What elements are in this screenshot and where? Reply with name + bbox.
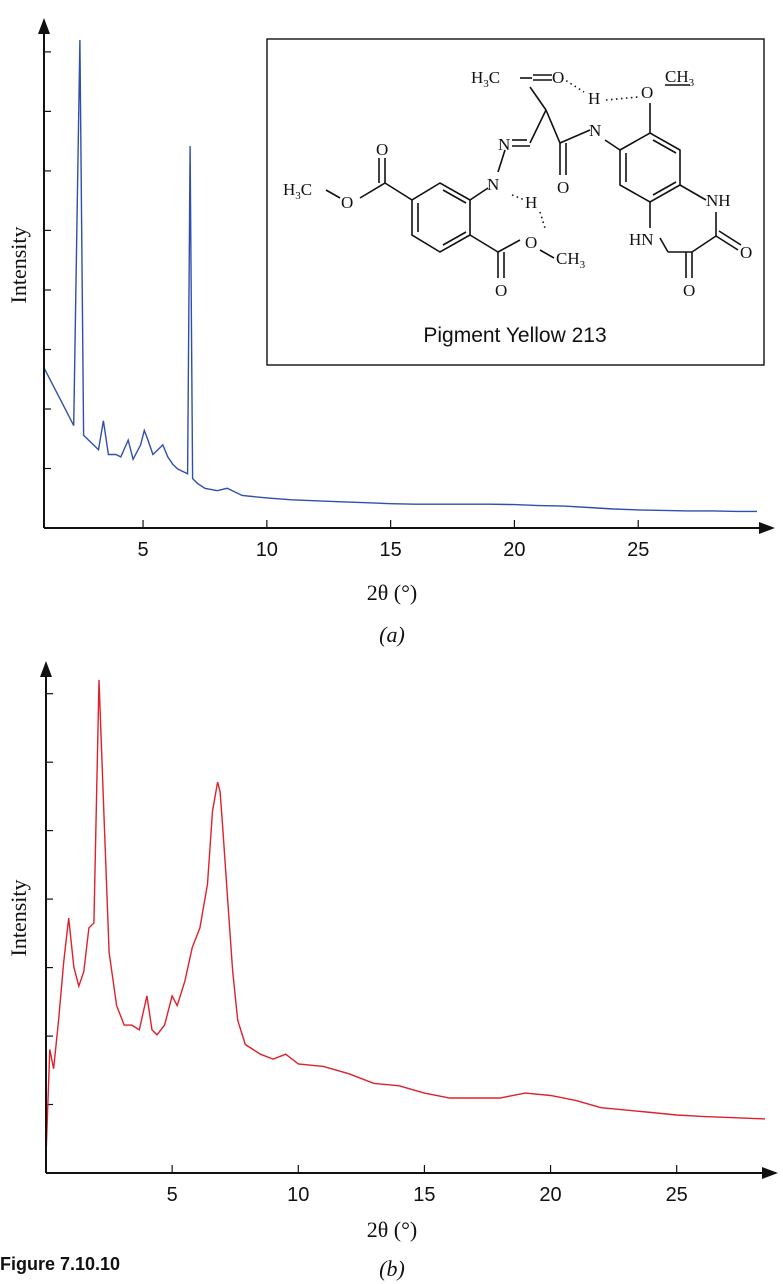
panel-a-x-ticks: 5 10 15 20 25 — [137, 520, 649, 561]
panel-b-x-tick-label: 15 — [413, 1184, 435, 1206]
label-o-methoxy: O — [641, 83, 653, 102]
panel-a-x-axis-title: 2θ (°) — [367, 580, 418, 605]
label-n-azo2: N — [487, 175, 499, 194]
panel-a-x-axis-arrow — [759, 522, 775, 534]
panel-a-y-ticks — [44, 51, 51, 470]
panel-a-x-tick-label: 25 — [627, 539, 649, 561]
label-h-top: H — [588, 89, 600, 108]
panel-b-y-ticks — [46, 693, 53, 1106]
inset-caption: Pigment Yellow 213 — [423, 324, 606, 347]
panel-b-x-axis-title: 2θ (°) — [367, 1217, 418, 1242]
label-o-ring2: O — [683, 281, 695, 300]
structure-inset: H3C O H O CH3 N N N H O O O H3C O O CH3 … — [266, 38, 765, 366]
panel-b-x-tick-label: 10 — [287, 1184, 309, 1206]
panel-a-y-axis-title: Intensity — [6, 227, 31, 304]
panel-a-x-tick-label: 20 — [503, 539, 525, 561]
panel-a-label: (a) — [379, 622, 405, 647]
panel-a-x-tick-label: 15 — [379, 539, 401, 561]
label-n-azo1: N — [498, 135, 510, 154]
label-o-ester-top2: O — [341, 193, 353, 212]
panel-a-series-line — [43, 39, 757, 513]
label-o-ester-bottom: O — [495, 281, 507, 300]
panel-b-x-ticks: 5 10 15 20 25 — [167, 1165, 688, 1206]
panel-b-x-tick-label: 25 — [666, 1184, 688, 1206]
label-h3c-left: H3C — [283, 180, 312, 202]
label-hn-left: HN — [629, 230, 654, 249]
structure-bonds — [325, 74, 742, 278]
chart-panel-a: 5 10 15 20 25 Intensity 2θ (°) (a) — [6, 18, 775, 647]
label-ch3-ester: CH3 — [556, 249, 586, 271]
panel-b-y-axis-arrow — [40, 661, 52, 677]
panel-a-y-axis-arrow — [38, 18, 50, 34]
structure-hydrogen-bonds — [511, 77, 639, 229]
label-o-keto: O — [552, 68, 564, 87]
panel-b-series-line — [45, 679, 766, 1157]
panel-b-x-tick-label: 20 — [539, 1184, 561, 1206]
label-o-ester-bottom2: O — [525, 233, 537, 252]
panel-a-x-tick-label: 5 — [137, 539, 148, 561]
chart-panel-b: 5 10 15 20 25 Intensity 2θ (°) (b) — [6, 661, 778, 1281]
panel-a-x-tick-label: 10 — [256, 539, 278, 561]
label-n-amide: N — [589, 121, 601, 140]
panel-b-label: (b) — [379, 1256, 405, 1281]
label-h3c-top: H3C — [471, 68, 500, 90]
panel-b-x-tick-label: 5 — [167, 1184, 178, 1206]
label-h-azo: H — [525, 193, 537, 212]
label-o-ring1: O — [740, 243, 752, 262]
label-nh-right: NH — [706, 191, 731, 210]
label-ch3-methoxy: CH3 — [665, 67, 695, 89]
figure-caption: Figure 7.10.10 — [0, 1254, 120, 1274]
label-o-amide: O — [557, 178, 569, 197]
inset-frame — [266, 38, 765, 366]
label-o-ester-top: O — [376, 140, 388, 159]
panel-b-y-axis-title: Intensity — [6, 880, 31, 957]
panel-b-x-axis-arrow — [762, 1167, 778, 1179]
